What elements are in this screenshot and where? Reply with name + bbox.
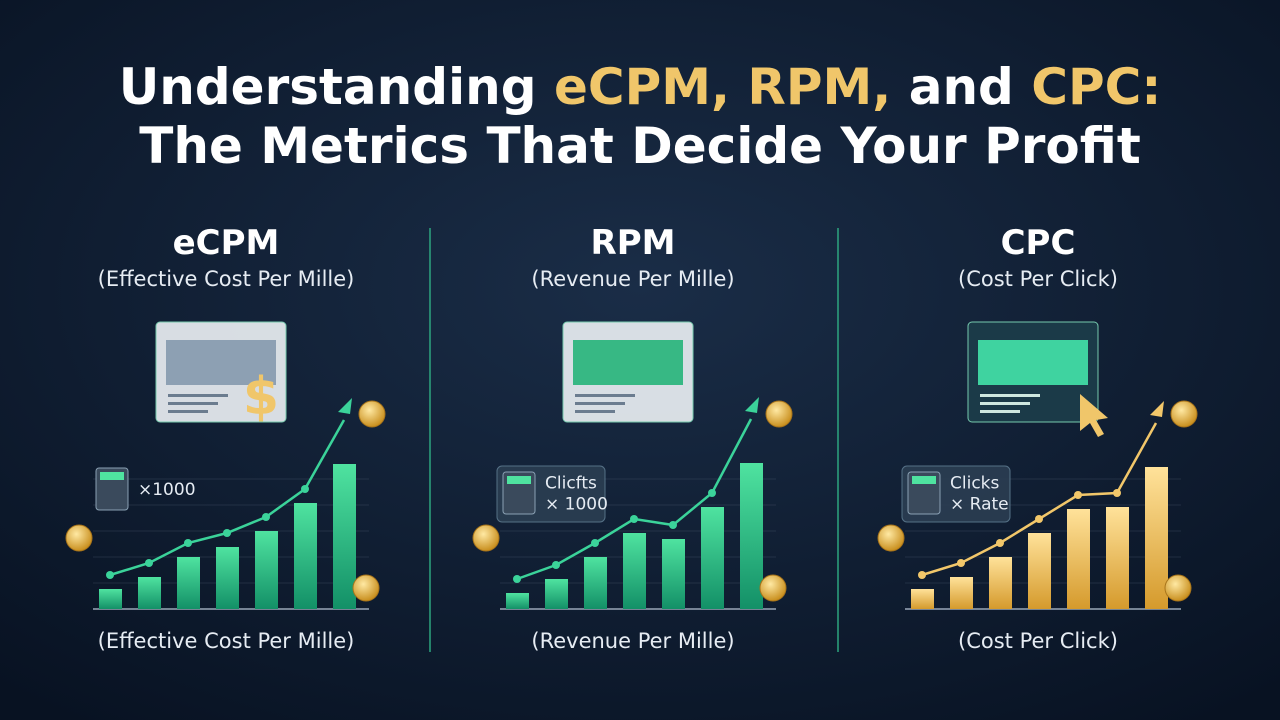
chart-bar <box>911 589 934 609</box>
chart-bar <box>138 577 161 609</box>
chart-bar <box>1067 509 1090 609</box>
chart-dot <box>918 571 926 579</box>
formula-text: ×1000 <box>138 480 196 500</box>
chart-arrow <box>1150 401 1164 417</box>
chart-dot <box>1074 491 1082 499</box>
panel-heading: CPC <box>1001 223 1076 263</box>
chart-dot <box>262 513 270 521</box>
chart-dot <box>996 539 1004 547</box>
coin <box>352 574 380 602</box>
icon-line <box>575 394 635 397</box>
chart-dot <box>1035 515 1043 523</box>
chart-bar <box>1028 533 1051 609</box>
chart-dot <box>1113 489 1121 497</box>
icon-line <box>575 410 615 413</box>
chart-dot <box>513 575 521 583</box>
chart-bar <box>99 589 122 609</box>
title-line-1: Understanding eCPM, RPM, and CPC: <box>119 58 1162 116</box>
coin <box>358 400 386 428</box>
chart-dot <box>223 529 231 537</box>
coin <box>65 524 93 552</box>
chart-bar <box>701 507 724 609</box>
formula-text: Clicfts <box>545 474 597 494</box>
title-line-2: The Metrics That Decide Your Profit <box>139 117 1141 175</box>
panel: CPC (Cost Per Click) (Cost Per Click) Click… <box>877 223 1198 653</box>
chart-arrow <box>338 398 352 414</box>
icon-dollar: $ <box>243 367 279 427</box>
coin <box>1170 400 1198 428</box>
icon-line <box>980 410 1020 413</box>
panel-heading: eCPM <box>173 223 280 263</box>
icon-panel <box>166 340 276 385</box>
panel-footer: (Revenue Per Mille) <box>531 629 734 653</box>
chart-dot <box>552 561 560 569</box>
icon-line <box>168 410 208 413</box>
icon-line <box>168 394 228 397</box>
panel-footer: (Effective Cost Per Mille) <box>98 629 355 653</box>
chart-bar <box>1145 467 1168 609</box>
formula-text: × 1000 <box>545 495 608 515</box>
panel: RPM (Revenue Per Mille) (Revenue Per Mille… <box>472 223 793 653</box>
panel-footer: (Cost Per Click) <box>958 629 1118 653</box>
chart-dot <box>957 559 965 567</box>
icon-panel <box>573 340 683 385</box>
coin <box>472 524 500 552</box>
panel-heading: RPM <box>591 223 676 263</box>
panel: eCPM (Effective Cost Per Mille) (Effective… <box>65 223 386 653</box>
panel-subtitle: (Cost Per Click) <box>958 267 1118 291</box>
chart-dot <box>630 515 638 523</box>
chart-bar <box>740 463 763 609</box>
formula-text: Clicks <box>950 474 1000 494</box>
chart-dot <box>145 559 153 567</box>
icon-line <box>168 402 218 405</box>
chart-bar <box>623 533 646 609</box>
chart-dot <box>591 539 599 547</box>
chart-dot <box>669 521 677 529</box>
calculator-screen <box>100 472 124 480</box>
icon-panel <box>978 340 1088 385</box>
calculator-screen <box>912 476 936 484</box>
chart-bar <box>216 547 239 609</box>
chart-dot <box>708 489 716 497</box>
coin <box>1164 574 1192 602</box>
icon-cursor <box>1080 394 1108 437</box>
chart-bar <box>255 531 278 609</box>
chart-bar <box>545 579 568 609</box>
coin <box>877 524 905 552</box>
chart-dot <box>106 571 114 579</box>
chart-arrow <box>745 397 759 413</box>
coin <box>765 400 793 428</box>
coin <box>759 574 787 602</box>
chart-bar <box>177 557 200 609</box>
panel-subtitle: (Effective Cost Per Mille) <box>98 267 355 291</box>
icon-line <box>575 402 625 405</box>
panel-subtitle: (Revenue Per Mille) <box>531 267 734 291</box>
chart-bar <box>333 464 356 609</box>
chart-bar <box>950 577 973 609</box>
chart-bar <box>989 557 1012 609</box>
chart-dot <box>184 539 192 547</box>
chart-bar <box>584 557 607 609</box>
chart-bar <box>506 593 529 609</box>
formula-text: × Rate <box>950 495 1009 515</box>
calculator-screen <box>507 476 531 484</box>
chart-bar <box>1106 507 1129 609</box>
chart-bar <box>662 539 685 609</box>
icon-line <box>980 394 1040 397</box>
chart-bar <box>294 503 317 609</box>
chart-dot <box>301 485 309 493</box>
icon-line <box>980 402 1030 405</box>
